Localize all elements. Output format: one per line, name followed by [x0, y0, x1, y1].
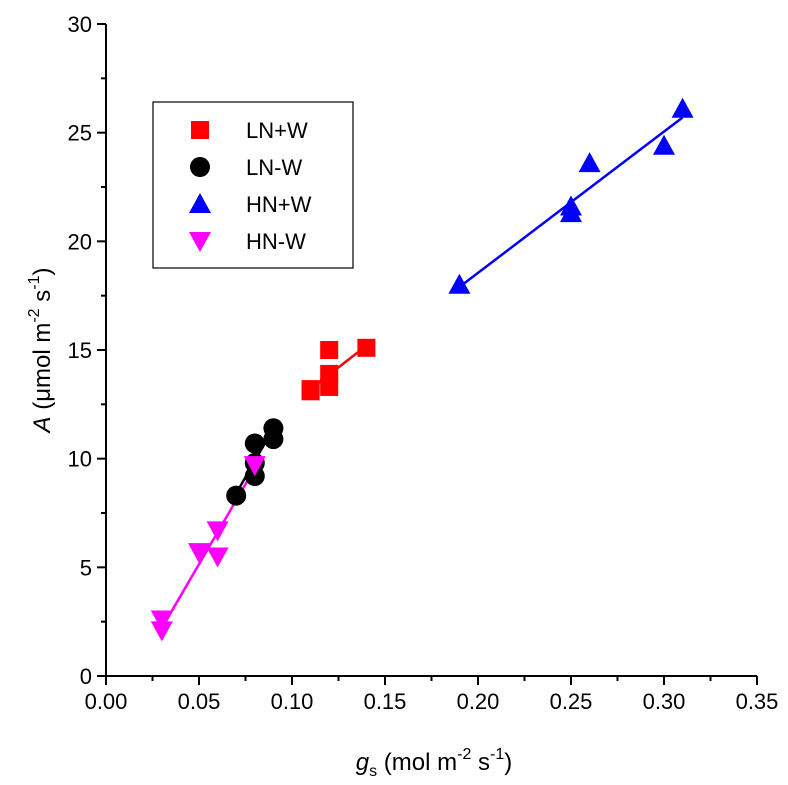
data-point: [448, 273, 471, 294]
y-tick-label: 0: [80, 664, 92, 689]
data-point: [150, 610, 173, 631]
y-axis-title: A (μmol m-2 s-1): [26, 268, 56, 435]
x-tick-label: 0.20: [457, 689, 500, 714]
legend-marker: [190, 157, 210, 177]
legend: LN+W LN-W HN+W HN-W: [152, 101, 354, 269]
fit-line-3: [160, 458, 262, 629]
x-tick-label: 0.10: [271, 689, 314, 714]
data-point: [320, 341, 339, 359]
data-point: [150, 621, 173, 642]
legend-label: HN+W: [246, 192, 312, 217]
data-point: [578, 152, 601, 173]
legend-marker: [191, 121, 209, 139]
y-tick-label: 5: [80, 555, 92, 580]
axes: 0.00 0.05 0.10 0.15 0.20 0.25 0.30 0.35 0 5 10 15 20…: [68, 12, 779, 714]
data-point: [188, 543, 210, 564]
legend-label: HN-W: [246, 229, 306, 254]
data-point: [226, 485, 247, 506]
x-tick-label: 0.25: [550, 689, 593, 714]
y-tick-label: 15: [68, 338, 92, 363]
legend-marker: [189, 193, 211, 213]
legend-label: LN-W: [246, 155, 302, 180]
data-point: [560, 195, 582, 216]
x-tick-label: 0.35: [736, 689, 779, 714]
x-tick-label: 0.00: [85, 689, 128, 714]
x-tick-label: 0.05: [178, 689, 221, 714]
legend-label: LN+W: [246, 118, 308, 143]
x-tick-label: 0.15: [364, 689, 407, 714]
data-point: [653, 134, 675, 155]
data-point: [243, 456, 266, 477]
y-tick-label: 20: [68, 229, 92, 254]
y-tick-label: 30: [68, 12, 92, 37]
legend-marker: [189, 232, 211, 252]
data-point: [320, 364, 339, 383]
fit-line-0: [309, 344, 368, 391]
data-point: [671, 97, 694, 118]
data-points: [150, 97, 694, 642]
y-tick-label: 25: [68, 121, 92, 146]
data-point: [263, 418, 284, 439]
x-tick-label: 0.30: [643, 689, 686, 714]
data-point: [206, 547, 229, 568]
y-tick-label: 10: [68, 447, 92, 472]
x-axis-title: gs (mol m-2 s-1): [356, 746, 513, 780]
data-point: [357, 338, 376, 357]
legend-box: [152, 101, 354, 269]
data-point: [206, 521, 229, 542]
data-point: [244, 433, 265, 454]
data-point: [301, 380, 320, 399]
